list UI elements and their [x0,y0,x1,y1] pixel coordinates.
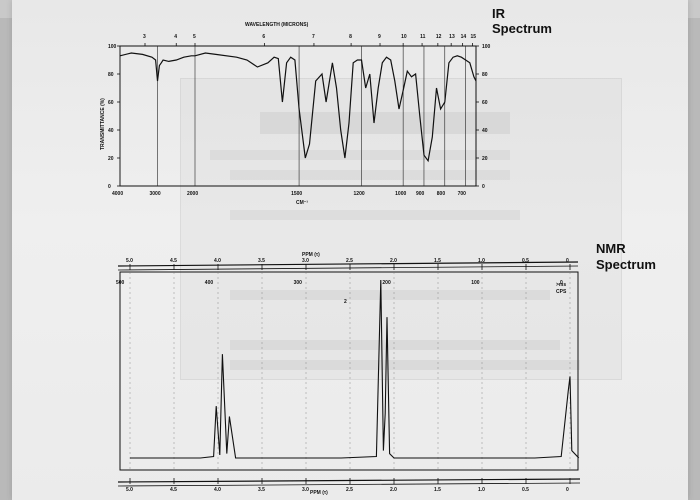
nmr-top-axis-ticks: 5.0 4.5 4.0 3.5 3.0 2.5 2.0 1.5 1.0 0.5 0 [126,258,571,270]
nmr-bottom-tick-label: 2.0 [390,487,397,493]
ir-y-tick-label: 100 [108,44,117,50]
nmr-reference-label: >ms CPS [556,282,568,295]
nmr-top-tick-label: 4.5 [170,258,177,264]
nmr-hz-label: 100 [471,280,480,286]
nmr-bottom-tick-label: 0.5 [522,487,529,493]
ir-y-tick-label: 60 [108,100,114,106]
ir-top-tick-label: 9 [378,34,381,40]
nmr-bottom-tick-label: 3.5 [258,487,265,493]
ir-right-tick-label: 20 [482,156,488,162]
nmr-bottom-scale-line [117,478,581,483]
nmr-hz-label: 0 [560,280,563,286]
faint-projected-slide [180,78,622,380]
nmr-top-tick-label: 0 [566,258,569,264]
nmr-plot-frame [119,271,579,471]
ir-x-tick-label: 3000 [150,191,161,197]
nmr-peak-annotation: 2 [344,299,347,305]
ir-top-axis-ticks: 3 4 5 6 7 8 9 10 11 12 13 14 15 [143,34,476,46]
nmr-spectrum-line [130,279,580,459]
nmr-top-scale-line [117,261,579,267]
ir-heading-line1: IR [492,6,506,21]
nmr-bottom-tick-label: 4.5 [170,487,177,493]
nmr-bottom-tick-label: 4.0 [214,487,221,493]
nmr-top-tick-label: 2.0 [390,258,397,264]
nmr-hz-label: 400 [205,280,214,286]
faint-slide-text [210,112,580,370]
nmr-top-scale-line2 [117,265,579,271]
nmr-heading-line2: Spectrum [596,257,656,272]
nmr-hz-label: 500 [116,280,125,286]
ir-top-tick-label: 8 [349,34,352,40]
ir-top-tick-label: 7 [312,34,315,40]
ir-top-tick-label: 5 [193,34,196,40]
ir-right-tick-label: 80 [482,72,488,78]
ir-y-axis-label: TRANSMITTANCE (%) [100,98,106,150]
nmr-top-tick-label: 4.0 [214,258,221,264]
nmr-heading-line1: NMR [596,241,626,256]
ir-top-axis-label: WAVELENGTH (MICRONS) [245,22,309,28]
nmr-bottom-tick-label: 2.5 [346,487,353,493]
nmr-hz-label: 300 [294,280,303,286]
ir-right-axis-ticks: 0 20 40 60 80 100 [476,44,491,190]
nmr-bottom-tick-label: 0 [566,487,569,493]
ir-spectrum-line [119,52,477,163]
ir-right-tick-label: 60 [482,100,488,106]
ir-x-tick-label: 800 [437,191,446,197]
ir-y-tick-label: 80 [108,72,114,78]
ir-x-tick-label: 4000 [112,191,123,197]
ir-x-tick-label: 1200 [354,191,365,197]
nmr-hz-labels: 500 400 300 200 100 0 [116,280,563,286]
nmr-bottom-axis-ticks: 5.0 4.5 4.0 3.5 3.0 2.5 2.0 1.5 1.0 0.5 0 [126,478,571,493]
nmr-bottom-axis-label: PPM (τ) [310,490,328,496]
nmr-top-tick-label: 2.5 [346,258,353,264]
ir-x-axis-ticks: 4000 3000 2000 1500 1200 1000 900 800 700 [112,191,466,197]
ir-right-tick-label: 0 [482,184,485,190]
ir-gridlines [119,46,466,186]
ir-x-tick-label: 1500 [291,191,302,197]
nmr-chart: 5.0 4.5 4.0 3.5 3.0 2.5 2.0 1.5 1.0 0.5 0 5.0 4.5 4.… [116,252,581,496]
nmr-bottom-tick-label: 1.0 [478,487,485,493]
ir-top-tick-label: 14 [461,34,467,40]
ir-right-tick-label: 40 [482,128,488,134]
ir-y-axis-ticks: 0 20 40 60 80 100 [108,44,120,190]
nmr-bottom-scale-line2 [117,482,581,487]
nmr-top-tick-label: 1.5 [434,258,441,264]
nmr-top-axis-label: PPM (τ) [302,252,320,258]
ir-x-tick-label: 2000 [187,191,198,197]
ir-x-axis-label: CM⁻¹ [296,200,308,206]
ir-x-tick-label: 700 [458,191,467,197]
ir-top-tick-label: 6 [262,34,265,40]
ir-top-tick-label: 3 [143,34,146,40]
ir-top-tick-label: 13 [449,34,455,40]
ir-y-tick-label: 0 [108,184,111,190]
ir-y-tick-label: 40 [108,128,114,134]
ir-top-tick-label: 4 [174,34,177,40]
ir-chart: 3 4 5 6 7 8 9 10 11 12 13 14 15 4000 3000 2000 1500 1200… [100,22,491,206]
nmr-bottom-tick-label: 5.0 [126,487,133,493]
ir-top-tick-label: 10 [401,34,407,40]
nmr-bottom-tick-label: 3.0 [302,487,309,493]
ir-top-tick-label: 11 [420,34,426,40]
nmr-hz-label: 200 [382,280,391,286]
nmr-top-tick-label: 3.5 [258,258,265,264]
ir-x-tick-label: 1000 [395,191,406,197]
ir-top-tick-label: 12 [436,34,442,40]
nmr-bottom-tick-label: 1.5 [434,487,441,493]
nmr-top-tick-label: 1.0 [478,258,485,264]
ir-x-tick-label: 900 [416,191,425,197]
ir-right-tick-label: 100 [482,44,491,50]
ir-top-tick-label: 15 [471,34,477,40]
ir-heading-line2: Spectrum [492,21,552,36]
nmr-top-tick-label: 0.5 [522,258,529,264]
nmr-top-tick-label: 5.0 [126,258,133,264]
ir-y-tick-label: 20 [108,156,114,162]
nmr-top-tick-label: 3.0 [302,258,309,264]
nmr-gridlines [129,272,571,470]
printed-paper-sheet [12,0,688,500]
